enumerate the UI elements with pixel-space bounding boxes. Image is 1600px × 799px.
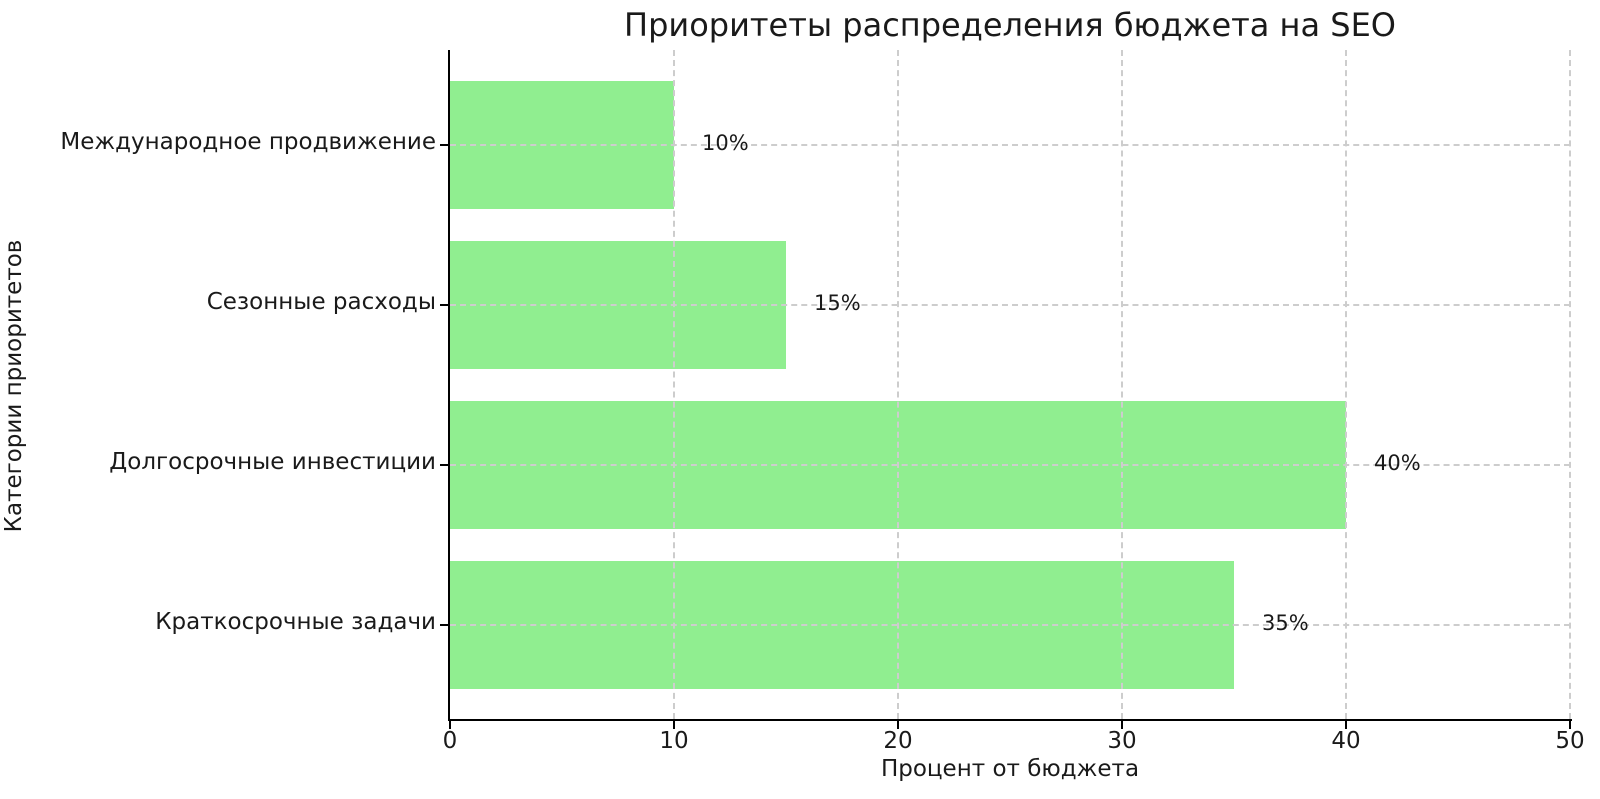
x-tick-mark	[449, 721, 451, 729]
y-category-label: Долгосрочные инвестиции	[109, 449, 436, 475]
x-axis-label: Процент от бюджета	[880, 756, 1140, 782]
x-gridline	[673, 50, 675, 719]
x-tick-label: 10	[659, 728, 689, 754]
y-gridline	[450, 464, 1570, 466]
x-tick-label: 50	[1555, 728, 1585, 754]
x-tick-label: 0	[442, 728, 458, 754]
y-category-label: Краткосрочные задачи	[155, 609, 436, 635]
x-tick-mark	[897, 721, 899, 729]
y-axis-spine	[448, 50, 450, 721]
bar-value-label: 35%	[1262, 611, 1309, 635]
x-gridline	[1345, 50, 1347, 719]
y-tick-mark	[440, 464, 448, 466]
x-gridline	[897, 50, 899, 719]
y-tick-mark	[440, 144, 448, 146]
bar-value-label: 15%	[814, 291, 861, 315]
x-tick-mark	[673, 721, 675, 729]
x-tick-label: 40	[1331, 728, 1361, 754]
bar-value-label: 10%	[702, 131, 749, 155]
y-tick-mark	[440, 624, 448, 626]
y-category-label: Международное продвижение	[60, 129, 436, 155]
y-category-label: Сезонные расходы	[206, 289, 436, 315]
x-tick-label: 20	[883, 728, 913, 754]
y-tick-mark	[440, 304, 448, 306]
plot-area: 10% 15% 40% 35%	[450, 50, 1571, 719]
x-tick-mark	[1121, 721, 1123, 729]
bar-value-label: 40%	[1374, 451, 1421, 475]
y-gridline	[450, 144, 1570, 146]
x-axis-spine	[448, 719, 1572, 721]
y-gridline	[450, 304, 1570, 306]
x-tick-label: 30	[1107, 728, 1137, 754]
x-gridline	[1121, 50, 1123, 719]
x-gridline	[1569, 50, 1571, 719]
x-tick-mark	[1345, 721, 1347, 729]
chart-title: Приоритеты распределения бюджета на SEO	[624, 6, 1396, 44]
y-gridline	[450, 624, 1570, 626]
y-axis-label: Категории приоритетов	[1, 239, 27, 533]
x-tick-mark	[1569, 721, 1571, 729]
